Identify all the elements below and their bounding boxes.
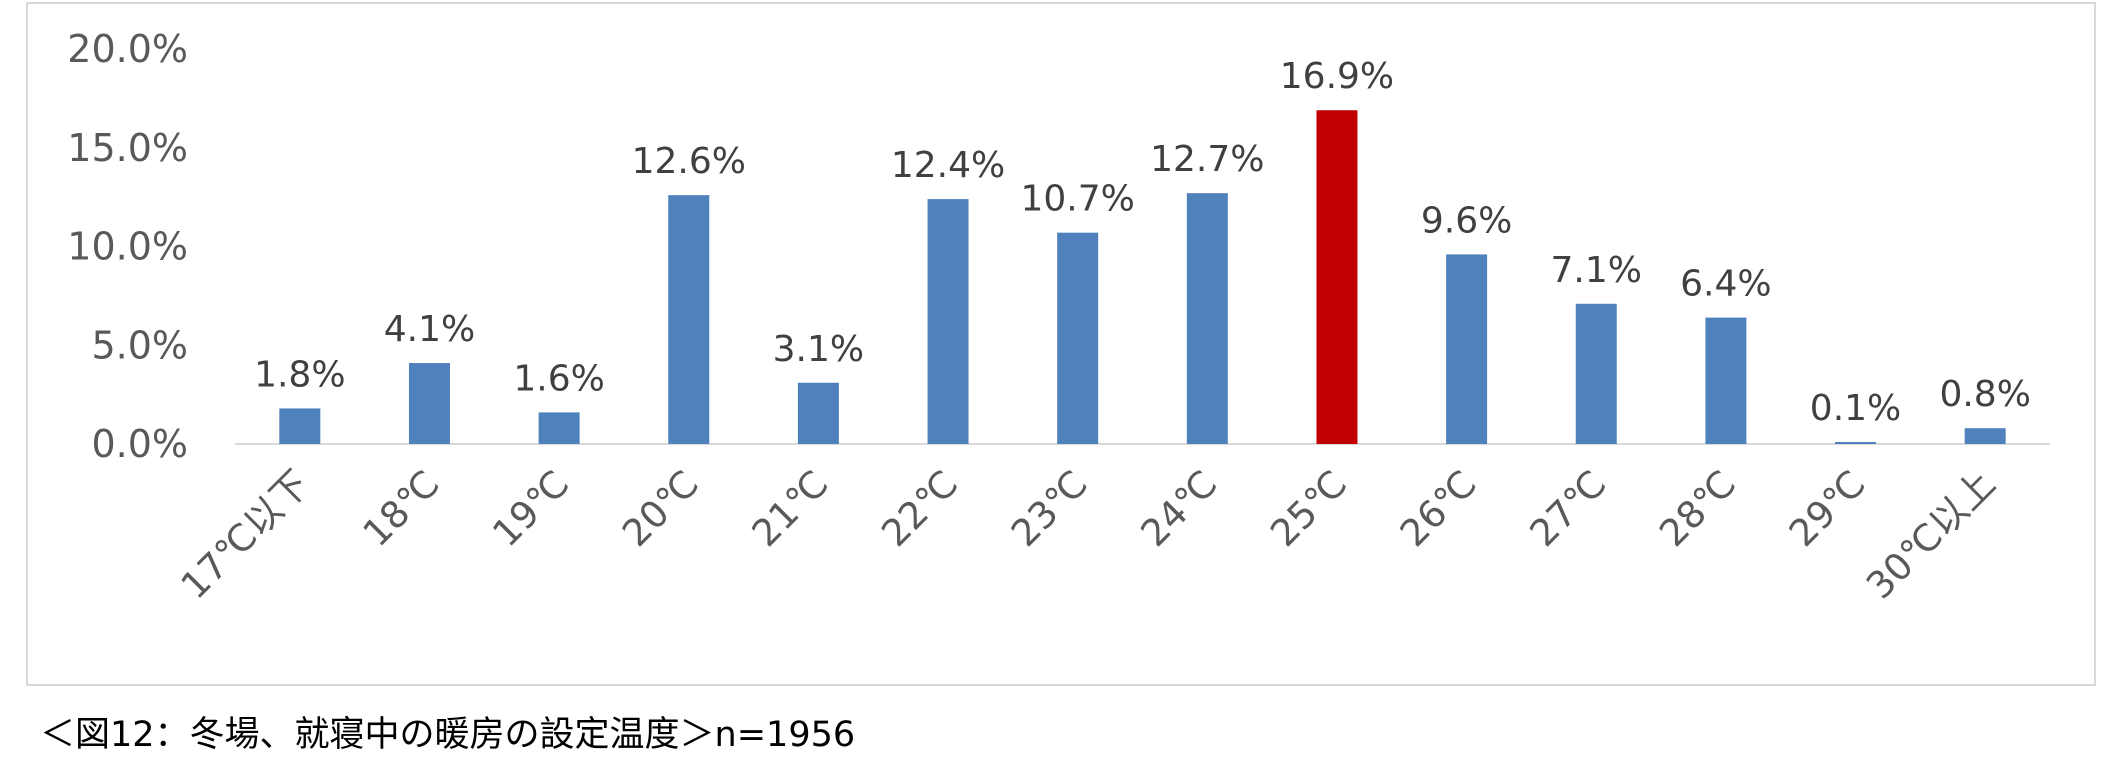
bar <box>279 408 321 444</box>
bar-chart: 0.0% 5.0% 10.0% 15.0% 20.0% 1.8% 17℃以下 4.1% 18℃ 1… <box>67 27 2050 607</box>
data-label: 12.4% <box>891 145 1005 186</box>
bar <box>1057 232 1099 444</box>
y-tick-label: 0.0% <box>91 422 188 466</box>
bar <box>1186 193 1228 444</box>
x-tick-label: 18℃ <box>355 462 448 555</box>
data-label: 12.7% <box>1150 139 1264 180</box>
x-tick-label: 20℃ <box>614 462 707 555</box>
data-label: 10.7% <box>1020 179 1134 220</box>
x-tick-label: 19℃ <box>484 462 577 555</box>
data-label: 4.1% <box>384 309 475 350</box>
bar <box>1446 254 1488 444</box>
x-tick-label: 29℃ <box>1781 462 1874 555</box>
y-tick-label: 10.0% <box>67 225 188 269</box>
data-label: 1.8% <box>254 354 345 395</box>
x-tick-label: 23℃ <box>1003 462 1096 555</box>
bar <box>1835 442 1877 444</box>
x-tick-label: 27℃ <box>1522 462 1615 555</box>
bar <box>1575 303 1617 444</box>
bar <box>1316 110 1358 444</box>
data-label: 1.6% <box>513 358 604 399</box>
bar <box>408 363 450 444</box>
bar <box>538 412 580 444</box>
bar <box>668 195 710 444</box>
data-label: 12.6% <box>632 141 746 182</box>
y-tick-label: 20.0% <box>67 27 188 71</box>
data-label: 3.1% <box>773 329 864 370</box>
data-label: 6.4% <box>1680 264 1771 305</box>
y-tick-label: 15.0% <box>67 126 188 170</box>
x-tick-label: 28℃ <box>1651 462 1744 555</box>
data-label: 16.9% <box>1280 56 1394 97</box>
x-tick-label: 17℃以下 <box>173 462 318 607</box>
x-tick-label: 22℃ <box>873 462 966 555</box>
data-label: 0.1% <box>1810 388 1901 429</box>
data-label: 9.6% <box>1421 200 1512 241</box>
x-tick-label: 24℃ <box>1133 462 1226 555</box>
bar <box>797 382 839 444</box>
bar <box>1705 317 1747 444</box>
bar <box>1964 428 2006 444</box>
bar <box>927 199 969 444</box>
x-tick-label: 21℃ <box>744 462 837 555</box>
chart-caption: ＜図12：冬場、就寝中の暖房の設定温度＞n=1956 <box>40 715 856 755</box>
data-label: 7.1% <box>1551 250 1642 291</box>
x-tick-label: 26℃ <box>1392 462 1485 555</box>
x-tick-label: 30℃以上 <box>1858 462 2003 607</box>
x-tick-label: 25℃ <box>1262 462 1355 555</box>
y-tick-label: 5.0% <box>91 323 188 367</box>
data-label: 0.8% <box>1939 374 2030 415</box>
